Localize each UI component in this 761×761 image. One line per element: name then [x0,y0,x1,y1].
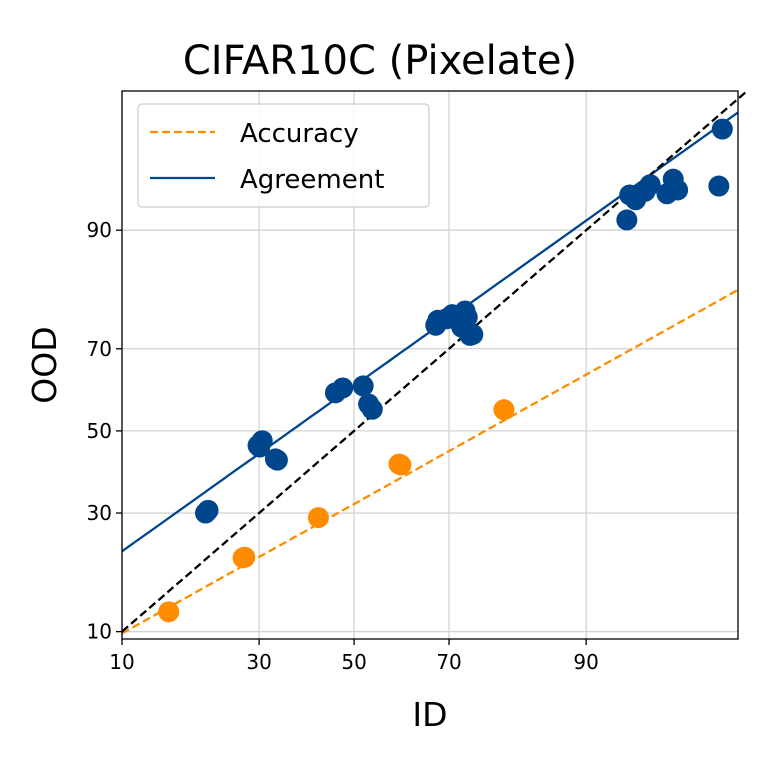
fit-line-y-x [121,90,748,633]
x-tick-label: 50 [341,650,366,674]
fit-line-agreement-fit [121,111,739,553]
chart-title: CIFAR10C (Pixelate) [183,38,577,84]
data-point-accuracy [307,507,329,529]
data-point-agreement [456,319,478,341]
lines [121,90,748,635]
y-axis-label: OOD [25,326,64,403]
data-point-accuracy [234,546,256,568]
data-point-agreement [616,209,638,231]
data-point-agreement [249,436,271,458]
data-point-agreement [711,118,733,140]
x-axis-label: ID [412,695,447,734]
x-tick-label: 90 [573,650,598,674]
data-point-agreement [352,375,374,397]
legend: Accuracy Agreement [137,103,430,208]
legend-agreement-label: Agreement [240,165,384,195]
y-tick-label: 10 [87,620,112,644]
data-point-agreement [708,175,730,197]
y-ticks: 10 30 50 70 90 [87,218,122,644]
y-tick-label: 90 [87,218,112,242]
data-point-accuracy [390,454,412,476]
data-point-agreement [639,174,661,196]
x-ticks: 10 30 50 70 90 [109,639,599,674]
y-tick-label: 50 [87,419,112,443]
data-point-agreement [667,179,689,201]
legend-accuracy-label: Accuracy [240,119,359,149]
x-tick-label: 70 [436,650,461,674]
data-point-agreement [361,398,383,420]
y-tick-label: 70 [87,337,112,361]
fit-line-accuracy-fit [121,288,739,635]
data-point-accuracy [158,601,180,623]
x-tick-label: 10 [109,650,134,674]
data-point-agreement [197,499,219,521]
plot-frame [121,90,739,640]
points [158,118,733,623]
data-point-agreement [332,377,354,399]
data-point-accuracy [493,399,515,421]
data-point-agreement [264,448,286,470]
legend-box [137,103,430,208]
x-tick-label: 30 [246,650,271,674]
y-tick-label: 30 [87,501,112,525]
